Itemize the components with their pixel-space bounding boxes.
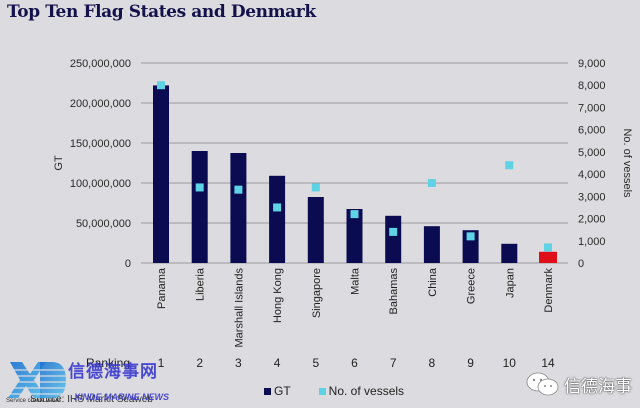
y-tick-right: 2,000 <box>578 214 606 226</box>
y-tick-left: 250,000,000 <box>70 58 131 70</box>
legend-label-vessels: No. of vessels <box>328 384 405 398</box>
y-tick-right: 0 <box>578 258 584 270</box>
chart: 0 50,000,000 100,000,000 150,000,000 200,000… <box>53 58 633 347</box>
bar-bahamas <box>385 215 402 263</box>
vessel-marker-liberia <box>195 183 204 192</box>
vessel-marker-greece <box>466 232 475 241</box>
y-tick-left: 200,000,000 <box>70 98 131 110</box>
y-tick-right: 9,000 <box>578 58 606 70</box>
legend-swatch-vessels <box>318 387 326 395</box>
x-axis-categories: Panama Liberia Marshall Islands Hong Kong Si… <box>156 267 555 347</box>
y-axis-left: 0 50,000,000 100,000,000 150,000,000 200,000… <box>70 58 131 270</box>
x-tick-label: Panama <box>156 267 168 309</box>
ranking-row: Ranking 1 2 3 4 5 6 7 8 9 10 14 <box>0 356 640 376</box>
vessel-marker-denmark <box>544 243 552 252</box>
y-tick-right: 3,000 <box>578 191 606 203</box>
bar-china <box>423 226 440 263</box>
x-tick-label: Bahamas <box>388 268 400 315</box>
watermark-en: XINDE MARINE NEWS <box>74 392 170 402</box>
y-tick-right: 8,000 <box>578 80 606 92</box>
y-tick-left: 100,000,000 <box>70 178 131 190</box>
x-tick-label: China <box>427 267 439 297</box>
x-tick-label: Hong Kong <box>272 268 284 323</box>
watermark-cn: 信德海事网 <box>68 362 158 381</box>
ranking-value: 8 <box>428 356 436 370</box>
ranking-value: 4 <box>273 356 281 370</box>
x-tick-label: Marshall Islands <box>233 268 245 348</box>
vessel-markers <box>157 81 552 252</box>
bar-hong-kong <box>269 175 286 263</box>
x-tick-label: Liberia <box>195 267 207 301</box>
bar-liberia <box>191 151 208 263</box>
vessel-marker-bahamas <box>389 227 398 236</box>
vessel-marker-hong-kong <box>273 203 282 212</box>
gt-bars <box>153 85 557 264</box>
ranking-value: 5 <box>312 356 320 370</box>
ranking-value: 1 <box>157 356 165 370</box>
xd-logo-icon <box>8 362 66 398</box>
x-tick-label: Denmark <box>543 268 555 313</box>
ranking-label: Ranking <box>86 356 131 370</box>
y-tick-right: 4,000 <box>578 169 606 181</box>
x-tick-label: Malta <box>350 267 362 295</box>
x-tick-label: Japan <box>504 268 516 298</box>
vessel-marker-china <box>427 179 436 187</box>
y-axis-right: 0 1,000 2,000 3,000 4,000 5,000 6,000 7,000 8,00… <box>578 58 606 270</box>
y-axis-label-left: GT <box>53 155 65 171</box>
chart-title: Top Ten Flag States and Denmark <box>7 2 316 22</box>
y-tick-left: 150,000,000 <box>70 138 131 150</box>
bar-panama <box>153 85 169 264</box>
vessel-marker-japan <box>505 161 514 170</box>
bar-malta <box>346 209 363 263</box>
vessel-marker-panama <box>157 81 165 90</box>
ranking-value: 6 <box>351 356 358 370</box>
wechat-icon <box>526 372 559 396</box>
legend-item-gt: GT <box>264 384 291 398</box>
y-axis-label-right: No. of vessels <box>621 128 633 198</box>
legend: GT No. of vessels <box>264 384 404 398</box>
y-tick-right: 6,000 <box>578 125 606 137</box>
source-note: Source: IHS Markit Seaweb <box>30 394 153 405</box>
x-tick-label: Greece <box>466 268 478 304</box>
legend-item-vessels: No. of vessels <box>318 384 405 398</box>
watermark-service: Service create value <box>6 398 61 404</box>
y-tick-left: 50,000,000 <box>76 218 131 230</box>
ranking-value: 3 <box>235 356 242 370</box>
bar-singapore <box>307 197 324 263</box>
legend-swatch-gt <box>264 387 271 395</box>
ranking-value: 7 <box>389 356 397 370</box>
y-tick-left: 0 <box>125 258 131 270</box>
ranking-value: 9 <box>467 356 474 370</box>
y-tick-right: 7,000 <box>578 102 606 114</box>
vessel-marker-singapore <box>311 183 320 192</box>
y-tick-right: 5,000 <box>578 147 606 159</box>
watermark-right: 信德海事 <box>526 371 632 397</box>
ranking-value: 2 <box>196 356 204 370</box>
legend-label-gt: GT <box>274 384 291 398</box>
vessel-marker-malta <box>350 210 359 219</box>
y-tick-right: 1,000 <box>578 236 606 248</box>
watermark-right-text: 信德海事 <box>564 376 632 396</box>
bar-marshall-islands <box>230 153 247 263</box>
x-tick-label: Singapore <box>311 268 323 318</box>
bar-denmark <box>539 251 557 263</box>
vessel-marker-marshall-islands <box>234 185 243 194</box>
ranking-value: 10 <box>502 356 516 370</box>
ranking-value: 14 <box>541 356 555 370</box>
bar-japan <box>501 243 518 263</box>
